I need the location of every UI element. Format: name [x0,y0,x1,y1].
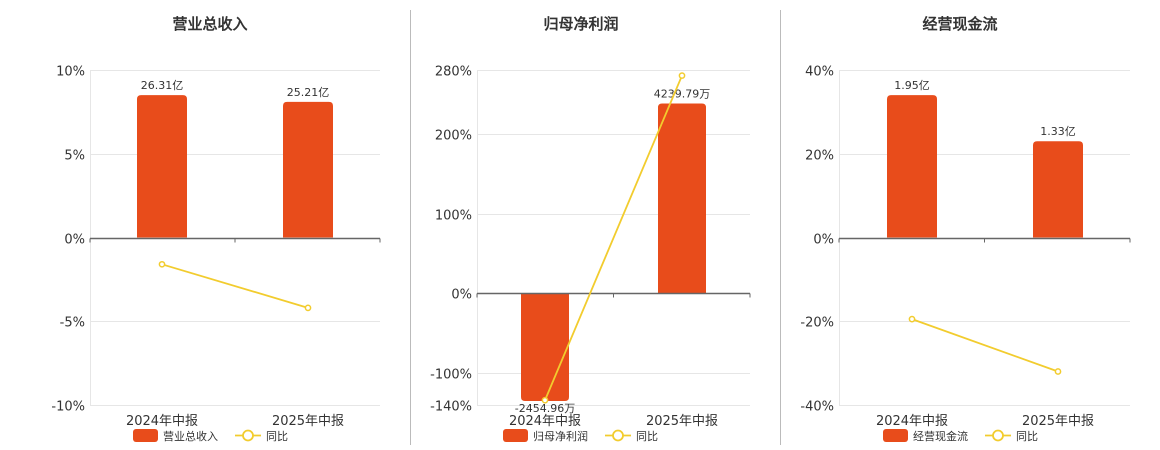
y-tick-label: 5% [64,149,85,164]
x-category-label: 2025年中报 [1022,414,1094,429]
yoy-line [544,75,683,401]
y-tick-label: 10% [56,65,85,80]
bar [658,103,706,294]
x-category-label: 2024年中报 [509,414,581,429]
chart-panel-2: 归母净利润 -140% -100% 0% 100% 200% 280% -2454.96万 42… [430,15,751,443]
yoy-point [1054,368,1062,375]
yoy-point [678,72,686,79]
y-tick-label: 0% [64,233,85,248]
x-category-label: 2025年中报 [272,414,344,429]
data-label: -2454.96万 [515,402,575,415]
yoy-line [161,263,309,309]
yoy-point [304,304,312,312]
y-tick-label: 0% [451,288,472,303]
bar [521,293,569,402]
y-tick-label: -100% [430,368,472,383]
y-tick-label: -40% [800,400,834,415]
data-label: 1.95亿 [894,79,930,92]
yoy-line [911,318,1059,373]
x-category-label: 2024年中报 [876,414,948,429]
chart-title: 归母净利润 [543,15,618,33]
legend-bar-swatch [503,429,528,442]
yoy-point [908,315,916,323]
legend-line-label: 同比 [636,430,658,443]
legend-bar-swatch [133,429,158,442]
y-tick-label: 40% [805,65,834,80]
data-label: 4239.79万 [654,88,711,101]
y-tick-label: 0% [813,233,834,248]
legend-bar-swatch [883,429,908,442]
data-label: 1.33亿 [1040,125,1076,138]
y-tick-label: -140% [430,400,472,415]
yoy-point [158,260,166,268]
y-tick-label: 280% [435,65,472,80]
y-tick-label: 200% [435,129,472,144]
y-tick-label: -20% [800,316,834,331]
data-label: 26.31亿 [141,79,184,92]
bar [887,95,937,238]
y-tick-label: -5% [60,316,85,331]
x-category-label: 2024年中报 [126,414,198,429]
y-tick-label: 20% [805,149,834,164]
chart-panel-1: 营业总收入 -10% -5% 0% 5% 10% 26.31亿 25.21亿 2024年中报 20… [51,15,381,443]
bar [283,101,333,238]
chart-panel-3: 经营现金流 -40% -20% 0% 20% 40% 1.95亿 1.33亿 2024年中报 20… [800,15,1131,443]
legend-bar-label: 经营现金流 [913,429,968,443]
legend-bar-label: 归母净利润 [533,429,588,443]
bar [137,95,187,238]
data-label: 25.21亿 [287,86,330,99]
chart-title: 营业总收入 [172,15,247,33]
legend-line-marker [612,429,624,442]
legend-line-marker [992,429,1004,442]
chart-title: 经营现金流 [922,15,997,33]
y-tick-label: -10% [51,400,85,415]
legend-line-marker [242,429,254,442]
bar [1033,141,1083,238]
x-category-label: 2025年中报 [646,414,718,429]
legend-bar-label: 营业总收入 [163,429,218,443]
legend-line-label: 同比 [1016,430,1038,443]
y-tick-label: 100% [435,209,472,224]
yoy-point [541,396,549,404]
legend-line-label: 同比 [266,430,288,443]
